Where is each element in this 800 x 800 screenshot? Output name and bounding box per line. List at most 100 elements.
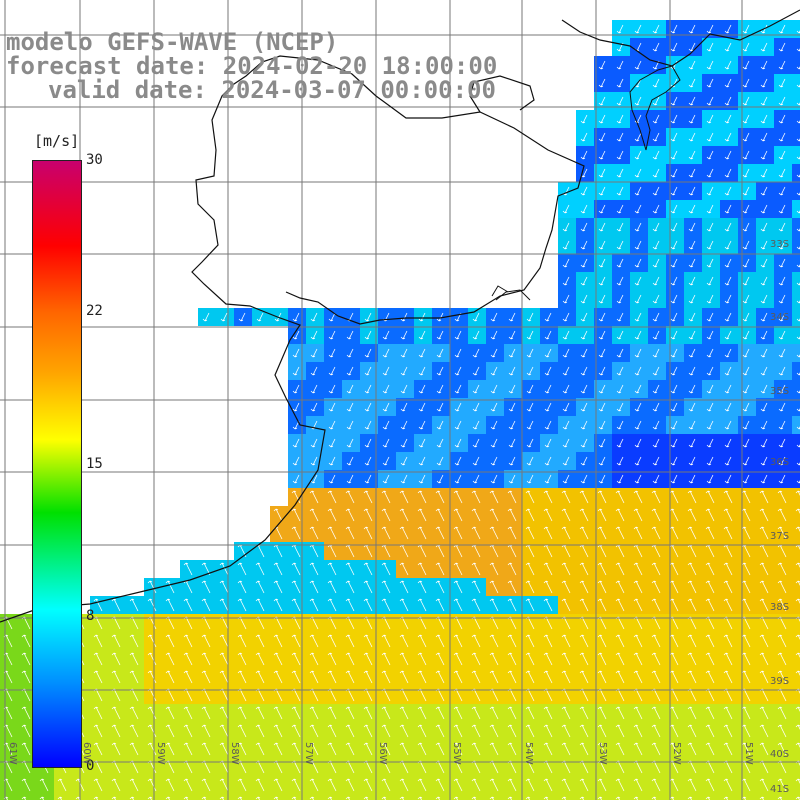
wind-arrow [652,366,660,376]
wind-arrow [508,348,516,358]
wind-arrow [471,670,481,684]
wind-cell [756,794,774,800]
wind-arrow [273,724,283,738]
wind-arrow [400,438,408,448]
wind-cell [792,722,800,740]
wind-arrow [742,420,750,430]
wind-arrow [454,348,462,358]
wind-arrow [381,562,391,576]
wind-arrow [724,258,732,268]
wind-arrow [381,490,391,504]
wind-arrow [291,778,301,792]
wind-arrow [165,742,175,756]
wind-arrow [760,330,768,340]
wind-arrow [777,796,783,800]
wind-arrow [706,222,714,232]
wind-arrow [471,490,481,504]
wind-arrow [688,186,696,196]
wind-arrow [417,796,423,800]
wind-arrow [597,706,607,720]
wind-arrow [580,150,588,160]
wind-arrow [580,222,588,232]
wind-arrow [688,168,696,178]
wind-arrow [543,724,553,738]
wind-cell [792,272,800,290]
wind-arrow [579,508,589,522]
wind-arrow [291,598,301,612]
wind-arrow [489,670,499,684]
wind-arrow [615,508,625,522]
wind-arrow [598,114,606,124]
wind-arrow [525,724,535,738]
wind-arrow [237,796,243,800]
latitude-label: 37S [770,531,790,542]
wind-cell [684,794,702,800]
wind-arrow [418,438,426,448]
wind-arrow [309,796,315,800]
wind-arrow [687,724,697,738]
wind-arrow [723,706,733,720]
wind-arrow [688,150,696,160]
wind-arrow [345,598,355,612]
wind-arrow [399,670,409,684]
wind-cell [792,308,800,326]
wind-arrow [472,348,480,358]
wind-arrow [616,456,624,466]
wind-arrow [382,330,390,340]
wind-arrow [291,562,301,576]
wind-arrow [633,652,643,666]
wind-arrow [345,652,355,666]
wind-arrow [183,706,193,720]
wind-arrow [651,508,661,522]
wind-cell [162,794,180,800]
wind-arrow [652,114,660,124]
wind-arrow [237,724,247,738]
wind-arrow [472,438,480,448]
wind-arrow [435,742,445,756]
wind-arrow [255,742,265,756]
wind-cell [342,794,360,800]
colorbar-tick-22: 22 [86,303,103,319]
wind-arrow [759,562,769,576]
wind-arrow [327,742,337,756]
wind-arrow [21,742,31,756]
wind-arrow [759,580,769,594]
wind-arrow [93,670,103,684]
wind-arrow [508,384,516,394]
wind-arrow [418,420,426,430]
wind-arrow [778,78,786,88]
wind-arrow [706,96,714,106]
wind-arrow [346,366,354,376]
wind-cell [792,74,800,92]
wind-arrow [435,670,445,684]
wind-arrow [382,402,390,412]
wind-arrow [273,796,279,800]
wind-arrow [201,580,211,594]
wind-arrow [706,402,714,412]
wind-arrow [453,724,463,738]
wind-arrow [778,60,786,70]
wind-cell [792,560,800,578]
wind-arrow [327,724,337,738]
wind-arrow [742,132,750,142]
wind-arrow [670,132,678,142]
wind-arrow [472,402,480,412]
wind-arrow [597,724,607,738]
wind-arrow [93,652,103,666]
wind-arrow [202,312,210,322]
wind-arrow [580,132,588,142]
wind-arrow [597,778,607,792]
wind-arrow [400,312,408,322]
wind-arrow [670,168,678,178]
wind-arrow [382,456,390,466]
wind-arrow [615,634,625,648]
wind-arrow [399,724,409,738]
wind-arrow [237,652,247,666]
wind-arrow [327,778,337,792]
longitude-label: 56W [377,742,388,765]
wind-arrow [237,670,247,684]
wind-arrow [436,438,444,448]
wind-arrow [562,312,570,322]
wind-arrow [453,652,463,666]
